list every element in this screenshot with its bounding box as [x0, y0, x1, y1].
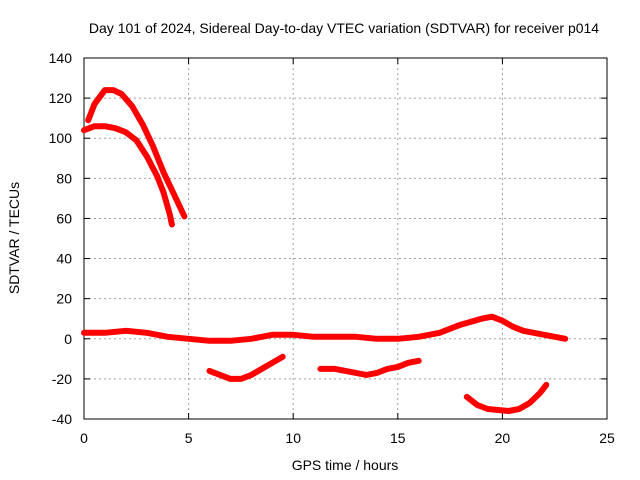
y-tick-label: 0 — [64, 331, 72, 347]
series-arc-upper-morning — [85, 87, 188, 220]
y-tick-label: 20 — [56, 291, 72, 307]
x-axis-label: GPS time / hours — [292, 457, 399, 473]
x-tick-label: 15 — [390, 430, 406, 446]
y-tick-label: 120 — [49, 90, 73, 106]
y-tick-label: -20 — [52, 371, 72, 387]
x-tick-label: 20 — [495, 430, 511, 446]
series-dip-20h — [463, 381, 550, 414]
series-dip-07h — [206, 353, 286, 382]
series-group — [81, 87, 569, 414]
grid — [84, 58, 607, 419]
y-tick-label: 100 — [49, 130, 73, 146]
axis-ticks: 0 5 10 15 20 25 -40 -20 0 20 40 60 80 100 120 140 — [49, 50, 615, 446]
x-tick-label: 0 — [80, 430, 88, 446]
chart-title: Day 101 of 2024, Sidereal Day-to-day VTE… — [89, 20, 599, 36]
y-tick-label: -40 — [52, 411, 72, 427]
x-tick-label: 25 — [599, 430, 615, 446]
x-tick-label: 5 — [185, 430, 193, 446]
y-tick-label: 140 — [49, 50, 73, 66]
x-tick-label: 10 — [285, 430, 301, 446]
series-baseline-near-zero — [81, 313, 569, 344]
y-tick-label: 60 — [56, 210, 72, 226]
y-axis-label: SDTVAR / TECUs — [6, 182, 22, 294]
series-dip-13h — [317, 357, 422, 378]
y-tick-label: 80 — [56, 170, 72, 186]
plot-frame — [83, 57, 608, 420]
y-tick-label: 40 — [56, 251, 72, 267]
series-arc-lower-morning — [81, 123, 175, 228]
